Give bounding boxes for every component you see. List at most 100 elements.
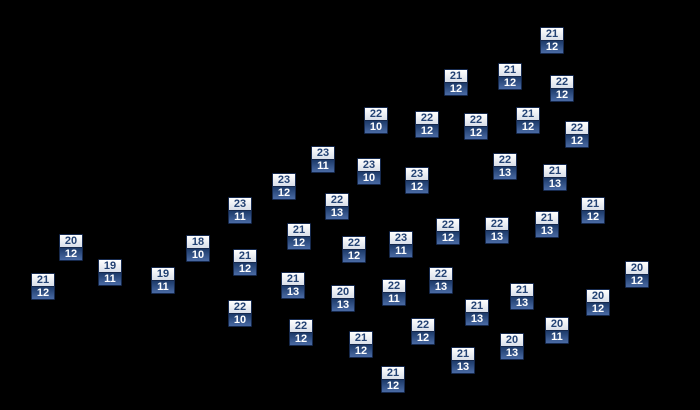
temp-station-marker[interactable]: 22 12 (415, 111, 439, 138)
high-temp-value: 20 (587, 290, 609, 303)
temp-station-marker[interactable]: 22 12 (436, 218, 460, 245)
temp-station-marker[interactable]: 22 10 (364, 107, 388, 134)
temp-station-marker[interactable]: 21 12 (498, 63, 522, 90)
low-temp-value: 13 (536, 225, 558, 237)
temp-station-marker[interactable]: 20 11 (545, 317, 569, 344)
temp-station-marker[interactable]: 21 12 (516, 107, 540, 134)
low-temp-value: 12 (499, 77, 521, 89)
high-temp-value: 21 (499, 64, 521, 77)
temp-station-marker[interactable]: 21 13 (451, 347, 475, 374)
low-temp-value: 10 (229, 314, 251, 326)
low-temp-value: 11 (383, 293, 405, 305)
high-temp-value: 23 (406, 168, 428, 181)
high-temp-value: 23 (358, 159, 380, 172)
high-temp-value: 23 (390, 232, 412, 245)
temp-station-marker[interactable]: 22 12 (550, 75, 574, 102)
temp-station-marker[interactable]: 20 12 (625, 261, 649, 288)
temp-station-marker[interactable]: 22 12 (342, 236, 366, 263)
temp-station-marker[interactable]: 22 12 (411, 318, 435, 345)
high-temp-value: 22 (430, 268, 452, 281)
high-temp-value: 22 (486, 218, 508, 231)
temp-station-marker[interactable]: 23 12 (405, 167, 429, 194)
temp-station-marker[interactable]: 20 13 (500, 333, 524, 360)
low-temp-value: 13 (326, 207, 348, 219)
temp-station-marker[interactable]: 22 13 (429, 267, 453, 294)
temp-station-marker[interactable]: 20 12 (586, 289, 610, 316)
low-temp-value: 12 (445, 83, 467, 95)
low-temp-value: 11 (312, 160, 334, 172)
high-temp-value: 22 (465, 114, 487, 127)
temp-station-marker[interactable]: 22 12 (565, 121, 589, 148)
temp-station-marker[interactable]: 21 12 (444, 69, 468, 96)
high-temp-value: 21 (445, 70, 467, 83)
temp-station-marker[interactable]: 22 13 (493, 153, 517, 180)
low-temp-value: 11 (99, 273, 121, 285)
high-temp-value: 23 (312, 147, 334, 160)
low-temp-value: 12 (587, 303, 609, 315)
high-temp-value: 23 (229, 198, 251, 211)
temp-station-marker[interactable]: 22 12 (464, 113, 488, 140)
low-temp-value: 13 (282, 286, 304, 298)
low-temp-value: 12 (406, 181, 428, 193)
low-temp-value: 12 (32, 287, 54, 299)
temp-station-marker[interactable]: 22 10 (228, 300, 252, 327)
high-temp-value: 21 (466, 300, 488, 313)
high-temp-value: 22 (343, 237, 365, 250)
temp-station-marker[interactable]: 22 11 (382, 279, 406, 306)
low-temp-value: 12 (517, 121, 539, 133)
low-temp-value: 12 (234, 263, 256, 275)
temp-station-marker[interactable]: 21 13 (543, 164, 567, 191)
high-temp-value: 21 (282, 273, 304, 286)
low-temp-value: 13 (332, 299, 354, 311)
high-temp-value: 20 (546, 318, 568, 331)
low-temp-value: 13 (486, 231, 508, 243)
low-temp-value: 12 (541, 41, 563, 53)
temp-station-marker[interactable]: 21 13 (535, 211, 559, 238)
low-temp-value: 12 (416, 125, 438, 137)
temp-station-marker[interactable]: 21 13 (281, 272, 305, 299)
high-temp-value: 21 (382, 367, 404, 380)
high-temp-value: 21 (517, 108, 539, 121)
high-temp-value: 22 (326, 194, 348, 207)
temp-station-marker[interactable]: 23 11 (228, 197, 252, 224)
temp-station-marker[interactable]: 19 11 (98, 259, 122, 286)
high-temp-value: 22 (412, 319, 434, 332)
temp-station-marker[interactable]: 23 11 (311, 146, 335, 173)
temp-station-marker[interactable]: 23 10 (357, 158, 381, 185)
high-temp-value: 22 (494, 154, 516, 167)
temp-station-marker[interactable]: 20 12 (59, 234, 83, 261)
high-temp-value: 22 (365, 108, 387, 121)
high-temp-value: 21 (541, 28, 563, 41)
high-temp-value: 19 (152, 268, 174, 281)
temp-station-marker[interactable]: 23 12 (272, 173, 296, 200)
high-temp-value: 20 (501, 334, 523, 347)
temp-station-marker[interactable]: 21 12 (287, 223, 311, 250)
temp-station-marker[interactable]: 22 13 (325, 193, 349, 220)
low-temp-value: 13 (501, 347, 523, 359)
temp-station-marker[interactable]: 21 12 (540, 27, 564, 54)
low-temp-value: 12 (273, 187, 295, 199)
low-temp-value: 13 (511, 297, 533, 309)
temp-station-marker[interactable]: 21 13 (465, 299, 489, 326)
low-temp-value: 13 (430, 281, 452, 293)
temp-station-marker[interactable]: 21 12 (233, 249, 257, 276)
low-temp-value: 12 (350, 345, 372, 357)
temp-station-marker[interactable]: 23 11 (389, 231, 413, 258)
high-temp-value: 21 (452, 348, 474, 361)
temp-station-marker[interactable]: 19 11 (151, 267, 175, 294)
temp-station-marker[interactable]: 20 13 (331, 285, 355, 312)
temp-station-marker[interactable]: 21 12 (381, 366, 405, 393)
temp-station-marker[interactable]: 21 12 (349, 331, 373, 358)
temp-station-marker[interactable]: 21 12 (581, 197, 605, 224)
low-temp-value: 11 (152, 281, 174, 293)
high-temp-value: 22 (229, 301, 251, 314)
temp-station-marker[interactable]: 21 12 (31, 273, 55, 300)
high-temp-value: 23 (273, 174, 295, 187)
temp-station-marker[interactable]: 18 10 (186, 235, 210, 262)
high-temp-value: 21 (536, 212, 558, 225)
temp-station-marker[interactable]: 22 12 (289, 319, 313, 346)
temp-station-marker[interactable]: 22 13 (485, 217, 509, 244)
low-temp-value: 12 (566, 135, 588, 147)
temp-station-marker[interactable]: 21 13 (510, 283, 534, 310)
